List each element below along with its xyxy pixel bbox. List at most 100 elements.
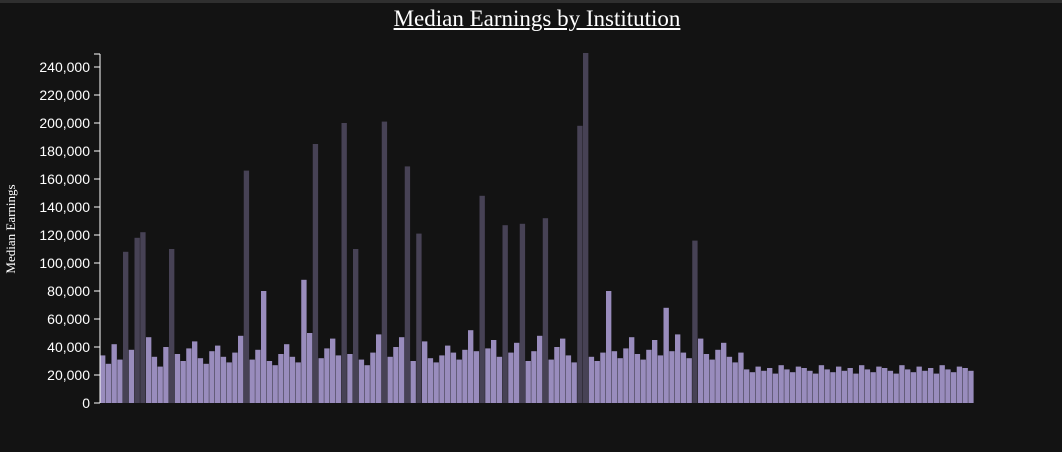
y-axis: 0 20,000 40,000 60,000 80,000 100,000 120,000 1…	[39, 53, 101, 411]
bar	[611, 351, 618, 403]
bar	[358, 359, 365, 403]
bar	[330, 338, 336, 403]
bar	[945, 369, 951, 403]
bar	[433, 362, 439, 403]
bar	[266, 361, 273, 403]
y-tick-label: 160,000	[39, 171, 90, 187]
bar	[146, 337, 152, 403]
bar	[272, 365, 278, 403]
bar	[726, 356, 733, 403]
bar	[692, 240, 698, 403]
y-tick-label: 20,000	[47, 367, 90, 383]
bar	[749, 372, 756, 403]
bar	[870, 372, 876, 403]
bar	[318, 358, 324, 403]
bar	[554, 347, 560, 403]
bar	[163, 347, 169, 403]
bar	[341, 123, 347, 403]
bar	[876, 366, 882, 403]
window-top-strip	[0, 0, 1062, 3]
bar	[956, 366, 963, 403]
bar	[249, 359, 255, 403]
bar	[491, 340, 497, 403]
bar	[646, 349, 652, 403]
bar	[606, 291, 612, 403]
y-tick-label: 140,000	[39, 199, 90, 215]
bar	[594, 361, 600, 403]
bar	[496, 356, 503, 403]
bar	[381, 121, 388, 403]
bar	[634, 354, 641, 403]
bar	[192, 341, 198, 403]
bar	[669, 351, 675, 403]
bar	[128, 349, 135, 403]
y-tick-label: 240,000	[39, 59, 90, 75]
bar	[738, 352, 744, 403]
bar	[887, 370, 894, 403]
bar	[197, 358, 204, 403]
bar	[422, 341, 428, 403]
bar	[243, 170, 250, 403]
bars-group	[100, 53, 974, 404]
bar	[813, 373, 819, 403]
bar	[617, 358, 623, 403]
bar	[255, 349, 261, 403]
bar	[376, 334, 382, 403]
bar	[174, 354, 181, 403]
bar	[525, 361, 531, 403]
bar	[301, 279, 307, 403]
bar	[951, 372, 957, 403]
bar	[588, 356, 595, 403]
bar	[680, 352, 687, 403]
bar	[427, 358, 434, 403]
bar	[807, 370, 813, 403]
bar	[439, 355, 445, 403]
y-tick-label: 220,000	[39, 87, 90, 103]
bar	[864, 369, 871, 403]
bar	[226, 362, 232, 403]
bar	[111, 344, 117, 403]
bar	[755, 366, 761, 403]
bar	[657, 355, 664, 403]
bar	[410, 361, 416, 403]
bar	[416, 233, 422, 403]
bar	[818, 365, 825, 403]
bar	[703, 354, 710, 403]
bar	[209, 351, 215, 403]
bar	[140, 232, 146, 403]
bar	[186, 348, 192, 403]
bar	[830, 372, 836, 403]
bar	[784, 369, 790, 403]
y-tick-label: 0	[82, 395, 90, 411]
bar	[404, 166, 411, 403]
bar	[836, 366, 842, 403]
bar	[370, 352, 376, 403]
bar	[640, 359, 646, 403]
bar	[347, 354, 353, 403]
bar	[778, 365, 784, 403]
bar	[169, 249, 175, 403]
bar	[968, 370, 974, 403]
bar	[502, 225, 508, 403]
bar	[841, 370, 848, 403]
bar	[732, 362, 738, 403]
bar	[721, 342, 727, 403]
bar	[462, 349, 468, 403]
bar	[278, 354, 284, 403]
bar	[134, 237, 140, 403]
bar	[565, 355, 572, 403]
bar	[364, 365, 370, 403]
bar	[583, 53, 589, 403]
bar	[456, 359, 462, 403]
bar	[560, 338, 566, 403]
bar	[531, 351, 537, 403]
bar	[335, 355, 342, 403]
y-tick-label: 80,000	[47, 283, 90, 299]
bar	[307, 333, 313, 403]
bar	[910, 372, 917, 403]
bar	[105, 363, 112, 403]
bar	[853, 373, 859, 403]
y-tick-label: 200,000	[39, 115, 90, 131]
y-axis-label: Median Earnings	[3, 184, 18, 273]
